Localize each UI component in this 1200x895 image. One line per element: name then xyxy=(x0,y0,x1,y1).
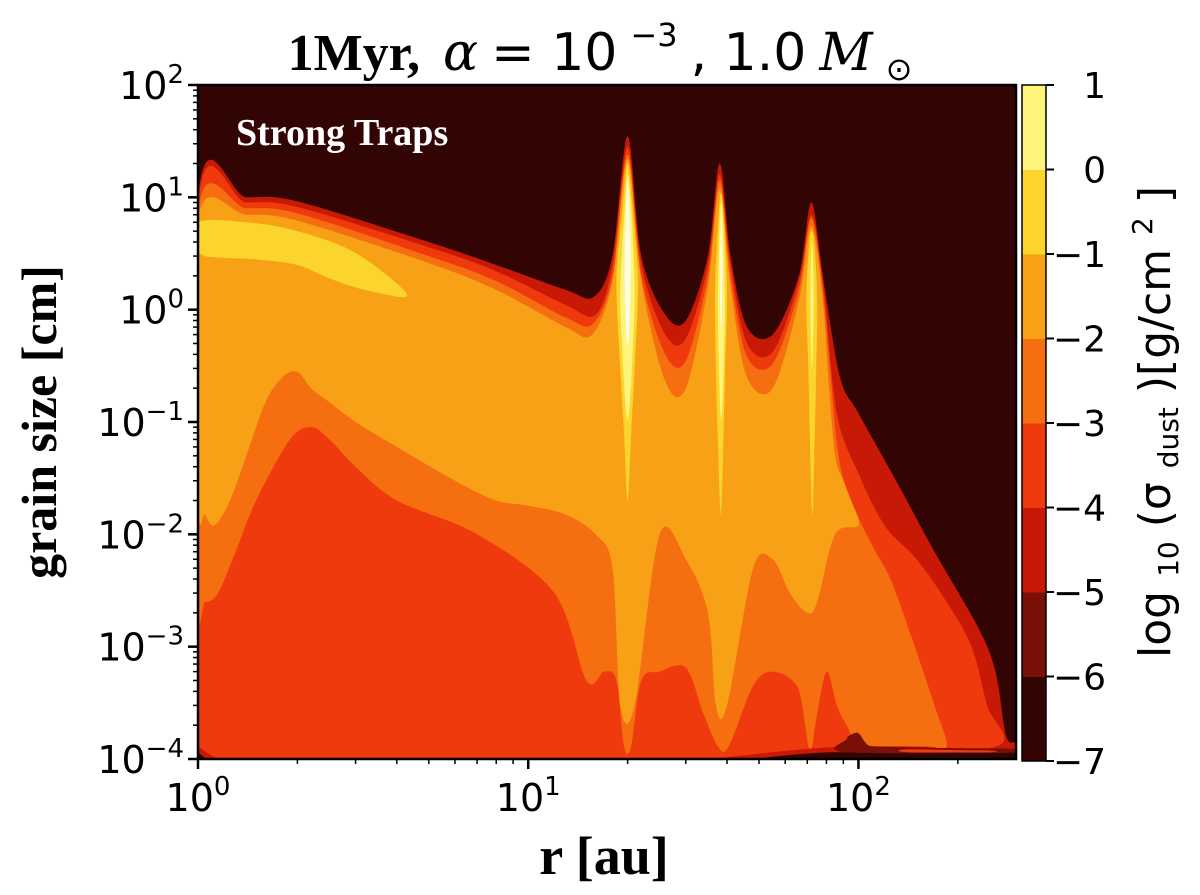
strong-traps-annotation: Strong Traps xyxy=(236,112,448,154)
y-tick-label: 10−1 xyxy=(97,397,184,445)
x-tick-label: 102 xyxy=(826,772,891,820)
colorbar-tick-label: −6 xyxy=(1053,658,1106,699)
contour-level--3-to--2-region-0 xyxy=(198,158,859,724)
colorbar-tick-label: −4 xyxy=(1053,489,1106,530)
colorbar-segment xyxy=(1022,507,1046,593)
chart-title: 1Myr, α = 10 −3 , 1.0 M ⊙ xyxy=(288,1,913,88)
x-tick-label: 101 xyxy=(496,772,561,820)
contour-level-0-to-1-region-0 xyxy=(624,180,631,345)
y-tick-label: 100 xyxy=(119,285,184,333)
y-tick-label: 10−3 xyxy=(97,622,184,670)
colorbar-tick-label: −1 xyxy=(1053,235,1106,276)
colorbar-segment xyxy=(1022,338,1046,424)
colorbar-segment xyxy=(1022,423,1046,508)
y-axis: 10−4 10−3 10−2 10−1 100 101 102 xyxy=(97,60,198,782)
colorbar-label: log 10 (σ dust )[g/cm 2 ] xyxy=(1112,186,1189,658)
colorbar-tick-label: −2 xyxy=(1053,320,1106,361)
y-axis-label: grain size [cm] xyxy=(11,265,67,579)
colorbar-segment xyxy=(1022,169,1046,255)
contour-level-0-to-1-region-1 xyxy=(720,214,723,328)
contour-level--1-to-0-region-2 xyxy=(810,242,814,369)
colorbar-frame xyxy=(1021,84,1047,762)
x-tick-label: 100 xyxy=(166,772,231,820)
colorbar-tick-label: 1 xyxy=(1083,66,1106,107)
colorbar-segment xyxy=(1022,676,1046,762)
contour-level--2-to--1-region-0 xyxy=(198,220,408,298)
x-axis: 100 101 102 xyxy=(166,759,959,820)
x-axis-label: r [au] xyxy=(539,826,669,886)
contour-level--5-to--4-region-0 xyxy=(898,749,998,753)
contour-layer xyxy=(198,136,1016,759)
contour-level--7-to--6-region-0 xyxy=(834,732,1016,754)
colorbar-tick-label: −5 xyxy=(1053,573,1106,614)
colorbar-segment xyxy=(1022,254,1046,339)
y-tick-label: 10−4 xyxy=(97,734,184,782)
y-tick-label: 10−2 xyxy=(97,509,184,557)
colorbar-tick-label: −7 xyxy=(1053,742,1106,783)
colorbar-tick-label: −3 xyxy=(1053,404,1106,445)
y-tick-label: 101 xyxy=(119,172,184,220)
y-tick-label: 102 xyxy=(119,60,184,108)
colorbar-tick-label: 0 xyxy=(1083,151,1106,192)
colorbar: −7 −6 −5 −4 −3 −2 −1 0 1 xyxy=(1022,66,1106,783)
colorbar-segment xyxy=(1022,85,1046,170)
plot-area: Strong Traps xyxy=(196,83,1018,761)
colorbar-segment xyxy=(1022,592,1046,677)
contour-level--2-to--1-region-3 xyxy=(806,231,818,515)
